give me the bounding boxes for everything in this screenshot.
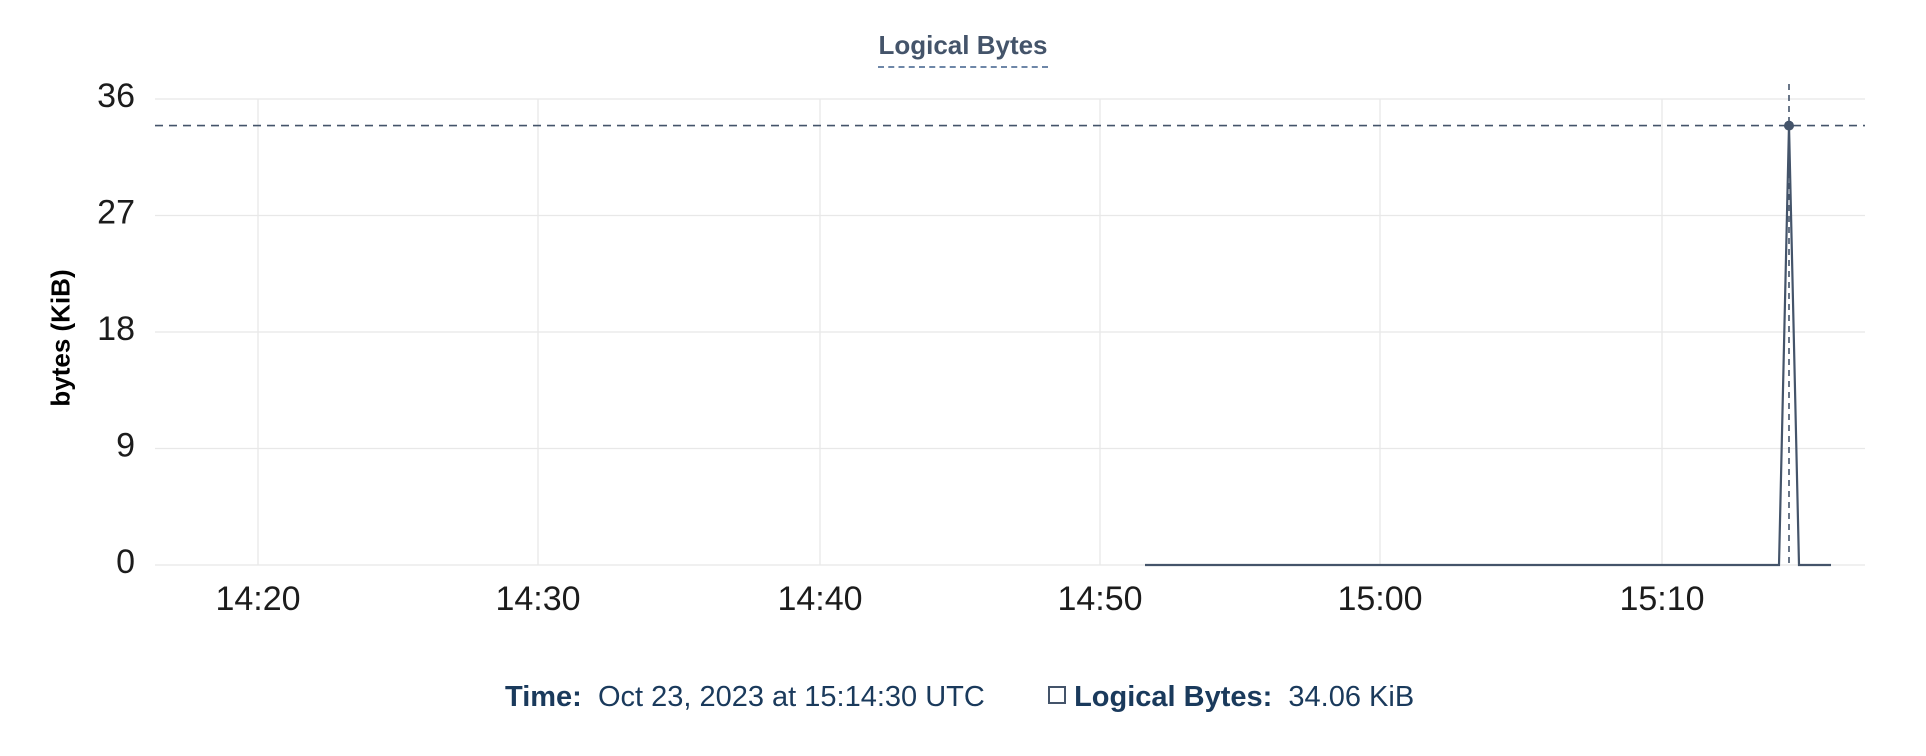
svg-text:15:10: 15:10	[1619, 580, 1704, 618]
svg-text:9: 9	[116, 427, 135, 465]
svg-text:14:40: 14:40	[777, 580, 862, 618]
svg-text:14:20: 14:20	[215, 580, 300, 618]
svg-text:15:00: 15:00	[1337, 580, 1422, 618]
svg-text:14:30: 14:30	[495, 580, 580, 618]
svg-text:18: 18	[97, 310, 135, 348]
svg-text:27: 27	[97, 194, 135, 232]
svg-text:0: 0	[116, 543, 135, 581]
svg-text:36: 36	[97, 80, 135, 115]
svg-text:14:50: 14:50	[1057, 580, 1142, 618]
